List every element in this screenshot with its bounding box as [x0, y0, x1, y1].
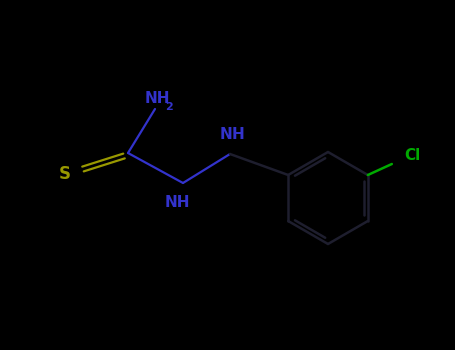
- Text: NH: NH: [164, 195, 190, 210]
- Text: 2: 2: [165, 102, 173, 112]
- Text: N: N: [220, 127, 233, 142]
- Text: H: H: [232, 127, 244, 142]
- Text: NH: NH: [144, 91, 170, 106]
- Text: S: S: [59, 165, 71, 183]
- Text: Cl: Cl: [404, 148, 420, 163]
